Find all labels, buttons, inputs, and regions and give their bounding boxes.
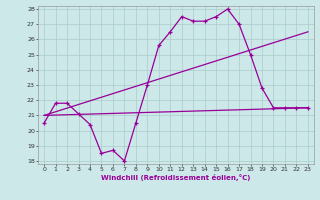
X-axis label: Windchill (Refroidissement éolien,°C): Windchill (Refroidissement éolien,°C) [101,174,251,181]
